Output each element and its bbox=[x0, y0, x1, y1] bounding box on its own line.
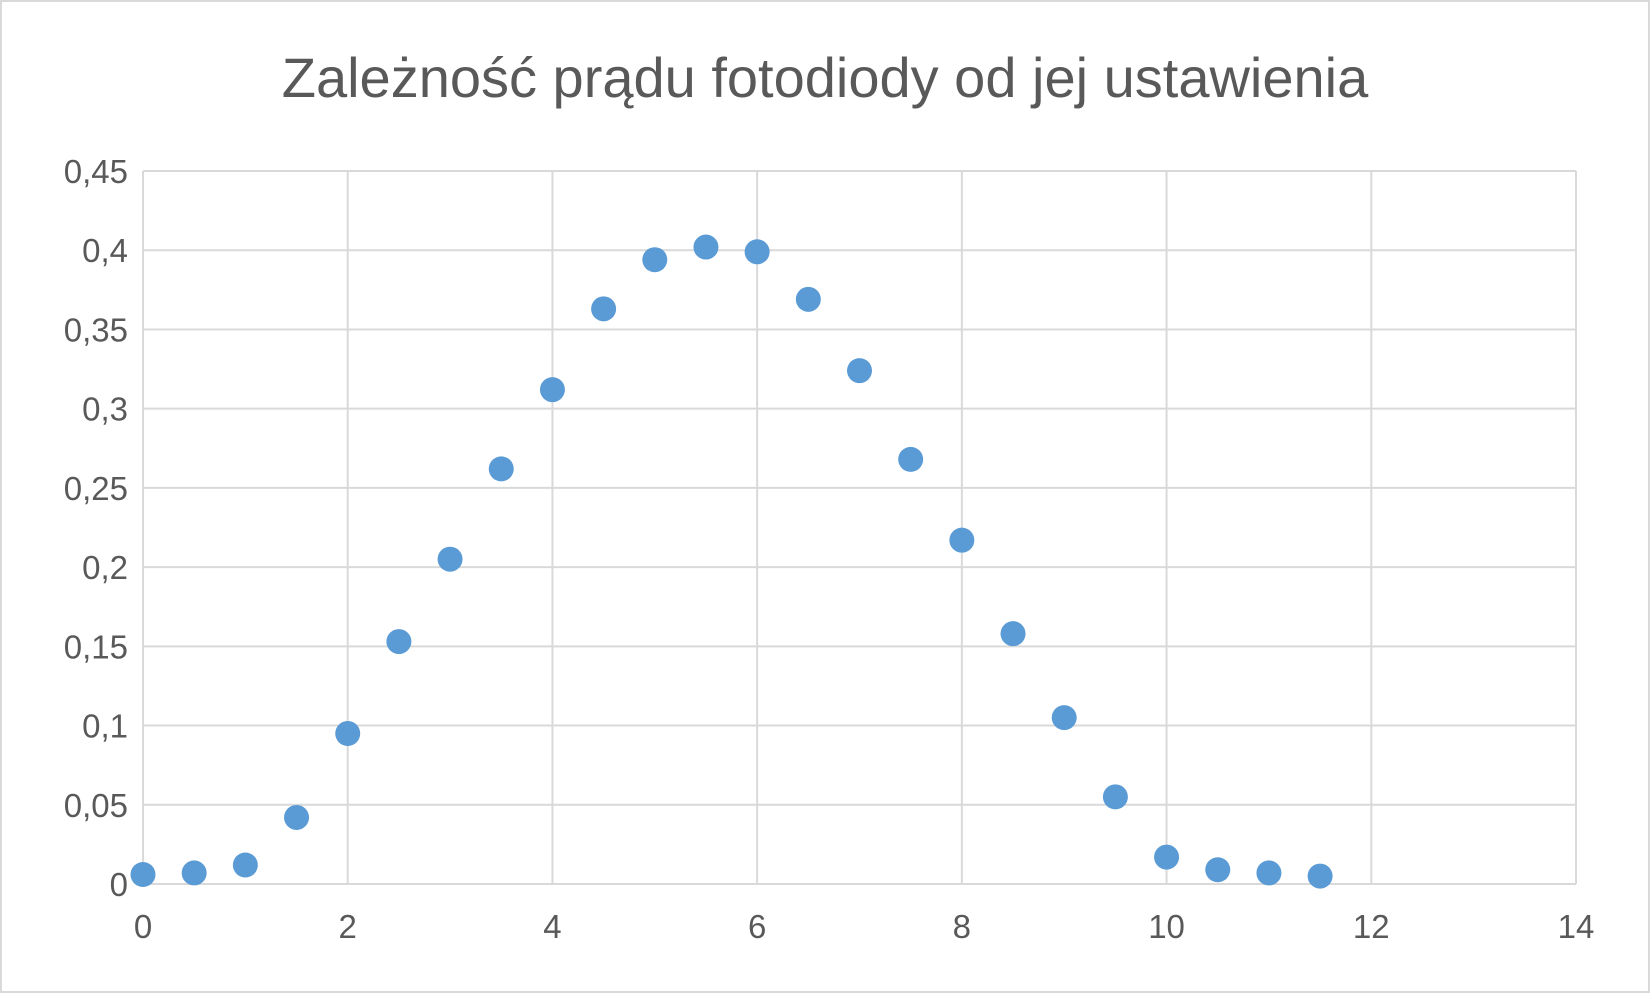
data-point bbox=[744, 239, 770, 265]
x-tick-label: 2 bbox=[339, 908, 357, 945]
y-tick-label: 0,4 bbox=[82, 232, 128, 269]
data-point bbox=[949, 527, 975, 553]
grid bbox=[142, 170, 1577, 885]
data-point bbox=[1102, 784, 1128, 810]
data-point bbox=[488, 456, 514, 482]
x-tick-label: 14 bbox=[1558, 908, 1595, 945]
data-point bbox=[591, 296, 617, 322]
data-point bbox=[1051, 705, 1077, 731]
data-point bbox=[284, 804, 310, 830]
data-point bbox=[181, 860, 207, 886]
x-tick-label: 12 bbox=[1353, 908, 1390, 945]
chart-title: Zależność prądu fotodiody od jej ustawie… bbox=[282, 46, 1369, 109]
y-tick-label: 0,3 bbox=[82, 391, 128, 428]
x-axis-ticks: 0 2 4 6 8 10 12 14 bbox=[134, 908, 1595, 945]
data-point bbox=[642, 247, 668, 273]
x-tick-label: 8 bbox=[953, 908, 971, 945]
y-tick-label: 0,35 bbox=[64, 311, 128, 348]
data-point bbox=[437, 546, 463, 572]
y-axis-ticks: 0 0,05 0,1 0,15 0,2 0,25 0,3 0,35 0,4 0,45 bbox=[64, 153, 128, 903]
data-point bbox=[898, 446, 924, 472]
data-point bbox=[232, 852, 258, 878]
data-point bbox=[386, 629, 412, 655]
data-point bbox=[1307, 863, 1333, 889]
data-point bbox=[693, 234, 719, 260]
data-point bbox=[1154, 844, 1180, 870]
x-tick-label: 4 bbox=[543, 908, 561, 945]
y-tick-label: 0,15 bbox=[64, 628, 128, 665]
y-tick-label: 0,1 bbox=[82, 708, 128, 745]
y-tick-label: 0,2 bbox=[82, 549, 128, 586]
x-tick-label: 10 bbox=[1148, 908, 1185, 945]
y-tick-label: 0,25 bbox=[64, 470, 128, 507]
x-tick-label: 6 bbox=[748, 908, 766, 945]
data-point bbox=[1000, 621, 1026, 647]
data-point bbox=[130, 861, 156, 887]
data-point bbox=[1256, 860, 1282, 886]
y-tick-label: 0,45 bbox=[64, 153, 128, 190]
x-tick-label: 0 bbox=[134, 908, 152, 945]
data-point bbox=[795, 286, 821, 312]
data-point bbox=[1205, 857, 1231, 883]
y-tick-label: 0 bbox=[110, 866, 128, 903]
data-point bbox=[847, 358, 872, 384]
data-point bbox=[539, 377, 565, 403]
data-points bbox=[130, 234, 1333, 889]
data-point bbox=[335, 720, 361, 746]
y-tick-label: 0,05 bbox=[64, 787, 128, 824]
